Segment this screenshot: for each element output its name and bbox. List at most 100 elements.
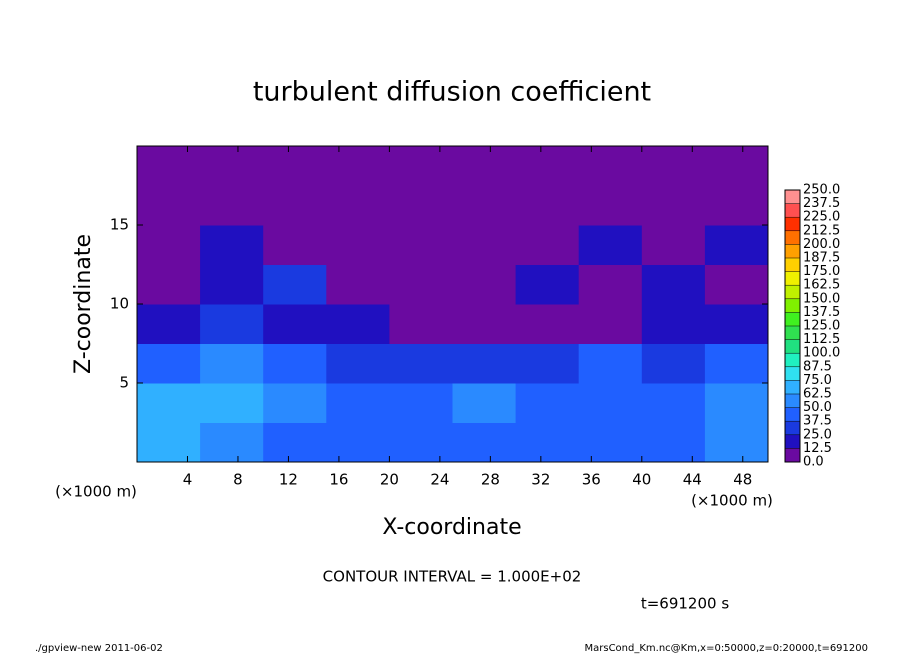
field-cell xyxy=(578,264,643,305)
colorbar-segment xyxy=(785,448,800,462)
field-cell xyxy=(263,225,327,265)
field-cell xyxy=(200,422,264,463)
field-cell xyxy=(326,225,390,265)
field-cell xyxy=(704,343,769,384)
field-cell xyxy=(137,225,201,265)
field-cell xyxy=(200,146,264,186)
field-cell xyxy=(704,225,769,265)
contour-note: CONTOUR INTERVAL = 1.000E+02 xyxy=(323,568,582,586)
field-cell xyxy=(326,343,390,384)
colorbar-label: 175.0 xyxy=(803,264,840,279)
colorbar-segment xyxy=(785,217,800,231)
colorbar-label: 75.0 xyxy=(803,373,832,388)
x-tick-label: 44 xyxy=(683,471,702,489)
x-tick-label: 16 xyxy=(329,471,348,489)
field-cell xyxy=(326,422,390,463)
field-cell xyxy=(389,383,453,423)
field-cell xyxy=(200,264,264,305)
field-cell xyxy=(578,383,643,423)
field-cell xyxy=(452,304,517,344)
field-cell xyxy=(389,146,453,186)
field-cell xyxy=(641,185,706,226)
field-cell xyxy=(263,185,327,226)
colorbar-segment xyxy=(785,258,800,272)
field-cell xyxy=(641,343,706,384)
colorbar-label: 62.5 xyxy=(803,387,832,402)
field-cell xyxy=(641,304,706,344)
x-tick-label: 24 xyxy=(430,471,449,489)
field-cell xyxy=(137,383,201,423)
field-cell xyxy=(641,146,706,186)
field-cell xyxy=(515,225,580,265)
colorbar-segment xyxy=(785,394,800,408)
x-tick-label: 4 xyxy=(183,471,193,489)
field-cell xyxy=(515,185,580,226)
colorbar-label: 87.5 xyxy=(803,359,832,374)
field-cell xyxy=(200,383,264,423)
field-cell xyxy=(389,343,453,384)
colorbar-segment xyxy=(785,339,800,354)
colorbar-segment xyxy=(785,230,800,245)
colorbar-segment xyxy=(785,353,800,367)
colorbar-label: 137.5 xyxy=(803,305,840,320)
footer-right: MarsCond_Km.nc@Km,x=0:50000,z=0:20000,t=… xyxy=(585,643,869,654)
colorbar-segment xyxy=(785,203,800,218)
field-cell xyxy=(515,264,580,305)
colorbar-label: 212.5 xyxy=(803,223,840,238)
x-tick-label: 48 xyxy=(733,471,752,489)
field-cell xyxy=(137,264,201,305)
colorbar-label: 237.5 xyxy=(803,196,840,211)
field-cell xyxy=(263,264,327,305)
colorbar-label: 162.5 xyxy=(803,278,840,293)
field-cell xyxy=(389,304,453,344)
y-tick-label: 10 xyxy=(110,295,129,313)
colorbar-label: 112.5 xyxy=(803,332,840,347)
field-cell xyxy=(704,422,769,463)
colorbar-label: 150.0 xyxy=(803,291,840,306)
colorbar-segment xyxy=(785,285,800,299)
field-cell xyxy=(704,185,769,226)
colorbar-segment xyxy=(785,326,800,340)
field-cell xyxy=(200,304,264,344)
colorbar-segment xyxy=(785,271,800,286)
x-unit-label: (×1000 m) xyxy=(55,483,137,501)
field-cell xyxy=(515,383,580,423)
colorbar-segment xyxy=(785,407,800,422)
y-axis-label: Z-coordinate xyxy=(71,234,96,374)
field-cell xyxy=(704,304,769,344)
field-cell xyxy=(452,383,517,423)
field-cell xyxy=(515,422,580,463)
field-cell xyxy=(452,146,517,186)
field-cell xyxy=(452,343,517,384)
colorbar-segment xyxy=(785,380,800,394)
y-tick-label: 15 xyxy=(110,216,129,234)
colorbar-label: 50.0 xyxy=(803,400,832,415)
colorbar-segment xyxy=(785,421,800,435)
field-cell xyxy=(326,264,390,305)
field-cell xyxy=(641,264,706,305)
colorbar-label: 37.5 xyxy=(803,414,832,429)
x-tick-label: 36 xyxy=(582,471,601,489)
field-cell xyxy=(515,343,580,384)
x-tick-label: 28 xyxy=(481,471,500,489)
field-cell xyxy=(389,225,453,265)
field-cell xyxy=(641,383,706,423)
colorbar-label: 125.0 xyxy=(803,319,840,334)
y-tick-label: 5 xyxy=(119,374,129,392)
field-cell xyxy=(200,185,264,226)
field-cell xyxy=(326,304,390,344)
field-cell xyxy=(452,422,517,463)
field-cell xyxy=(389,264,453,305)
colorbar-label: 25.0 xyxy=(803,427,832,442)
field-cell xyxy=(137,304,201,344)
field-cell xyxy=(263,383,327,423)
field-cell xyxy=(137,185,201,226)
colorbar-segment xyxy=(785,434,800,449)
x-tick-label: 32 xyxy=(531,471,550,489)
field-cell xyxy=(326,383,390,423)
field-cell xyxy=(263,304,327,344)
colorbar-label: 225.0 xyxy=(803,210,840,225)
field-cell xyxy=(704,264,769,305)
field-cell xyxy=(515,146,580,186)
